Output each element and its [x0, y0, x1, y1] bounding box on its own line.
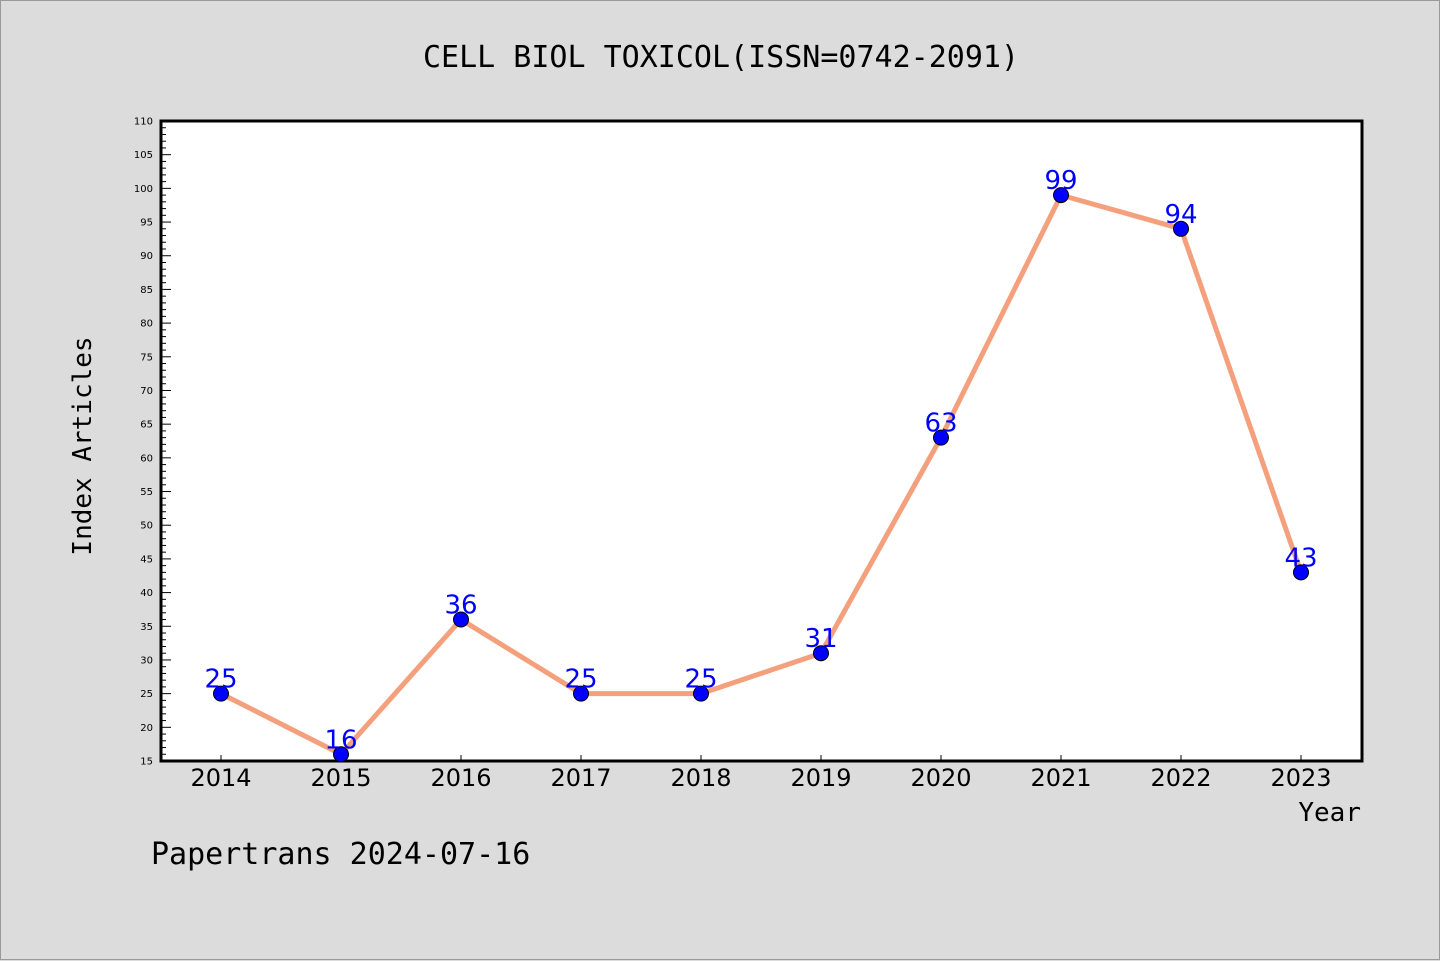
- y-axis: 15 20 25 30 35 40 45 50 55 60 65 70 75 80 85 90 95 100 105…: [134, 117, 171, 768]
- data-label: 31: [804, 624, 837, 654]
- series-line: [218, 192, 1304, 757]
- y-tick-label: 95: [140, 218, 153, 229]
- chart-title: CELL BIOL TOXICOL(ISSN=0742-2091): [423, 40, 1019, 75]
- data-label: 25: [564, 665, 597, 695]
- y-axis-title: Index Articles: [68, 336, 98, 555]
- y-tick-label: 80: [140, 319, 153, 330]
- data-label: 25: [204, 665, 237, 695]
- x-axis-title: Year: [1298, 798, 1361, 828]
- data-point: [1293, 564, 1309, 581]
- data-point: [453, 611, 469, 628]
- y-tick-label: 75: [140, 352, 153, 363]
- x-tick-label: 2019: [790, 764, 851, 792]
- data-point: [1053, 187, 1069, 204]
- y-tick-label: 25: [140, 689, 153, 700]
- x-tick-label: 2023: [1270, 764, 1331, 792]
- data-label: 63: [924, 409, 957, 439]
- y-tick-label: 110: [134, 117, 153, 128]
- y-tick-label: 15: [140, 757, 153, 768]
- data-label: 94: [1164, 200, 1197, 230]
- data-point: [693, 685, 709, 702]
- data-label: 43: [1284, 543, 1317, 573]
- data-label: 16: [324, 725, 357, 755]
- y-tick-label: 55: [140, 487, 153, 498]
- data-label: 25: [684, 665, 717, 695]
- data-label: 99: [1044, 166, 1077, 196]
- y-tick-label: 30: [140, 655, 153, 666]
- data-point: [813, 645, 829, 662]
- y-tick-label: 105: [134, 150, 153, 161]
- y-tick-label: 35: [140, 622, 153, 633]
- x-tick-label: 2020: [910, 764, 971, 792]
- data-point: [1173, 220, 1189, 237]
- y-tick-label: 100: [134, 184, 153, 195]
- y-tick-label: 90: [140, 251, 153, 262]
- data-point: [333, 746, 349, 763]
- x-tick-label: 2014: [190, 764, 251, 792]
- y-tick-label: 40: [140, 588, 153, 599]
- footer-credit: Papertrans 2024-07-16: [151, 837, 530, 872]
- x-tick-label: 2015: [310, 764, 371, 792]
- x-tick-label: 2018: [670, 764, 731, 792]
- x-tick-label: 2016: [430, 764, 491, 792]
- x-axis: 2014 2015 2016 2017 2018 2019 2020 2021 2022 2023: [190, 755, 1332, 792]
- y-tick-label: 65: [140, 420, 153, 431]
- data-point: [933, 429, 949, 446]
- x-tick-label: 2017: [550, 764, 611, 792]
- y-tick-label: 85: [140, 285, 153, 296]
- y-tick-label: 60: [140, 453, 153, 464]
- x-tick-label: 2022: [1150, 764, 1211, 792]
- data-point: [213, 685, 229, 702]
- series-index-articles: 25 16 36 25 25 31 63 99 94 43: [204, 166, 1318, 763]
- data-point: [573, 685, 589, 702]
- plot-area: [159, 119, 1364, 763]
- y-tick-label: 50: [140, 521, 153, 532]
- y-tick-label: 45: [140, 554, 153, 565]
- y-tick-label: 20: [140, 723, 153, 734]
- y-tick-label: 70: [140, 386, 153, 397]
- data-label: 36: [444, 591, 477, 621]
- x-tick-label: 2021: [1030, 764, 1091, 792]
